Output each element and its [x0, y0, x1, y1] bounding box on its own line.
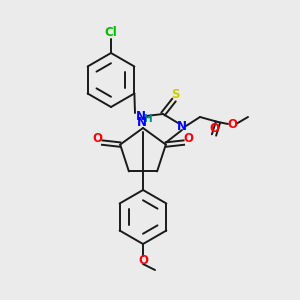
- Text: H: H: [144, 114, 152, 124]
- Text: O: O: [138, 254, 148, 268]
- Text: N: N: [177, 119, 187, 133]
- Text: O: O: [227, 118, 237, 130]
- Text: N: N: [136, 110, 146, 122]
- Text: O: O: [184, 132, 194, 145]
- Text: O: O: [209, 122, 219, 136]
- Text: Cl: Cl: [105, 26, 117, 40]
- Text: S: S: [171, 88, 179, 100]
- Text: O: O: [92, 132, 102, 145]
- Text: N: N: [137, 116, 147, 130]
